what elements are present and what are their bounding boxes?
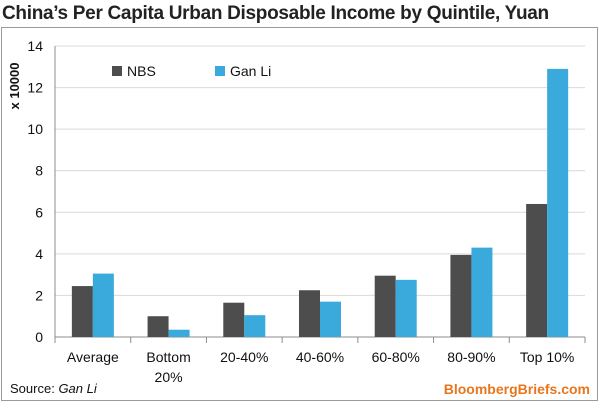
y-tick-label: 6 bbox=[35, 204, 43, 220]
bar-gan-li bbox=[395, 279, 417, 337]
bar-nbs bbox=[526, 203, 548, 337]
source-note: Source: Gan Li bbox=[10, 381, 97, 396]
x-tick-label: Average bbox=[67, 349, 119, 365]
y-tick-label: 0 bbox=[35, 329, 43, 345]
y-tick-label: 8 bbox=[35, 163, 43, 179]
bar-nbs bbox=[450, 254, 472, 337]
bar-gan-li bbox=[92, 273, 114, 337]
bar-nbs bbox=[71, 286, 93, 337]
legend-swatch-nbs bbox=[112, 66, 122, 76]
source-name: Gan Li bbox=[58, 381, 97, 396]
x-tick-label: Top 10% bbox=[520, 349, 574, 365]
bar-gan-li bbox=[168, 329, 190, 337]
x-tick-label: 60-80% bbox=[372, 349, 420, 365]
legend-label: NBS bbox=[127, 63, 156, 79]
x-tick-label: 20-40% bbox=[220, 349, 268, 365]
x-tick-label: 80-90% bbox=[447, 349, 495, 365]
x-tick-label: 40-60% bbox=[296, 349, 344, 365]
y-tick-label: 10 bbox=[27, 121, 43, 137]
x-tick-label: Bottom bbox=[146, 349, 190, 365]
x-tick-label: 20% bbox=[155, 369, 183, 385]
bar-nbs bbox=[299, 290, 320, 337]
brand-logo-text: BloombergBriefs.com bbox=[443, 381, 590, 397]
bar-gan-li bbox=[320, 301, 341, 337]
bar-nbs bbox=[223, 302, 245, 337]
legend-label: Gan Li bbox=[230, 63, 271, 79]
y-axis-label: x 10000 bbox=[7, 63, 22, 110]
y-tick-label: 4 bbox=[35, 246, 43, 262]
chart-frame bbox=[1, 27, 598, 401]
bar-nbs bbox=[374, 275, 396, 337]
y-tick-label: 14 bbox=[27, 38, 43, 54]
chart-title: China’s Per Capita Urban Disposable Inco… bbox=[2, 3, 549, 24]
y-tick-label: 12 bbox=[27, 80, 43, 96]
y-tick-label: 2 bbox=[35, 287, 43, 303]
legend-swatch-gan-li bbox=[215, 66, 225, 76]
bar-nbs bbox=[147, 316, 169, 337]
bar-gan-li bbox=[244, 315, 266, 337]
source-label: Source: bbox=[10, 381, 55, 396]
bar-gan-li bbox=[547, 68, 569, 337]
bar-gan-li bbox=[471, 247, 493, 337]
